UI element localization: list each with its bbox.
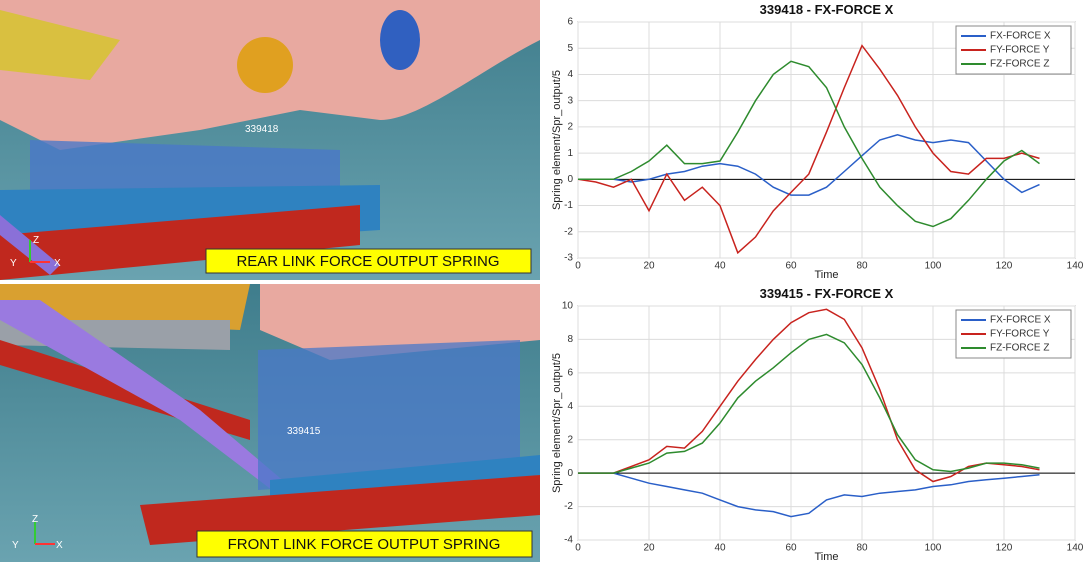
y-tick-label: 1: [567, 148, 573, 159]
y-tick-label: 0: [567, 468, 573, 479]
y-tick-label: 10: [562, 301, 574, 312]
legend-label: FX-FORCE X: [990, 31, 1051, 42]
x-tick-label: 0: [575, 543, 581, 554]
y-tick-label: 4: [567, 401, 573, 412]
y-tick-label: 3: [567, 95, 573, 106]
y-axis-label: Spring element/Spr_output/5: [551, 70, 563, 210]
y-tick-label: -4: [564, 535, 573, 546]
y-axis-label: Spring element/Spr_output/5: [551, 353, 563, 493]
x-tick-label: 140: [1067, 261, 1084, 272]
axis-letter: Z: [33, 235, 39, 246]
legend-label: FY-FORCE Y: [990, 45, 1050, 56]
chart: 339418 - FX-FORCE X Time Spring element/Sp…: [545, 0, 1090, 281]
x-tick-label: 20: [643, 543, 655, 554]
x-tick-label: 120: [996, 543, 1013, 554]
y-tick-label: -2: [564, 226, 573, 237]
x-tick-label: 40: [714, 261, 726, 272]
axis-letter: X: [56, 540, 63, 551]
legend-label: FX-FORCE X: [990, 315, 1051, 326]
axis-letter: Z: [32, 514, 38, 525]
y-tick-label: -3: [564, 253, 573, 264]
axis-letter: Y: [10, 258, 17, 269]
x-tick-label: 80: [856, 261, 868, 272]
x-tick-label: 60: [785, 261, 797, 272]
axis-letter: Y: [12, 540, 19, 551]
x-tick-label: 100: [925, 543, 942, 554]
x-tick-label: 140: [1067, 543, 1084, 554]
y-tick-label: 0: [567, 174, 573, 185]
screenshot: REAR LINK FORCE OUTPUT SPRING 339418 Z Y…: [0, 0, 1090, 562]
legend-label: FZ-FORCE Z: [990, 59, 1049, 70]
x-tick-label: 20: [643, 261, 655, 272]
chart-title: 339418 - FX-FORCE X: [760, 2, 894, 17]
x-tick-label: 100: [925, 261, 942, 272]
x-axis-label: Time: [814, 551, 838, 562]
y-tick-label: 4: [567, 69, 573, 80]
y-tick-label: 2: [567, 122, 573, 133]
y-tick-label: -2: [564, 501, 573, 512]
axis-letter: X: [54, 258, 61, 269]
panel-label: FRONT LINK FORCE OUTPUT SPRING: [228, 536, 501, 553]
canvas: REAR LINK FORCE OUTPUT SPRING 339418 Z Y…: [0, 0, 1090, 562]
x-tick-label: 80: [856, 543, 868, 554]
panel-label: REAR LINK FORCE OUTPUT SPRING: [236, 253, 499, 270]
legend-label: FY-FORCE Y: [990, 329, 1050, 340]
y-tick-label: 6: [567, 17, 573, 28]
spring-id: 339415: [287, 426, 321, 437]
x-tick-label: 40: [714, 543, 726, 554]
x-tick-label: 60: [785, 543, 797, 554]
chart-title: 339415 - FX-FORCE X: [760, 286, 894, 301]
x-tick-label: 120: [996, 261, 1013, 272]
render-panel: REAR LINK FORCE OUTPUT SPRING 339418 Z Y…: [0, 0, 540, 280]
y-tick-label: 6: [567, 367, 573, 378]
x-tick-label: 0: [575, 261, 581, 272]
y-tick-label: -1: [564, 200, 573, 211]
chart: 339415 - FX-FORCE X Time Spring element/Sp…: [545, 284, 1090, 562]
y-tick-label: 2: [567, 434, 573, 445]
y-tick-label: 8: [567, 334, 573, 345]
legend-label: FZ-FORCE Z: [990, 343, 1049, 354]
render-panel: FRONT LINK FORCE OUTPUT SPRING 339415 Z …: [0, 284, 540, 562]
y-tick-label: 5: [567, 43, 573, 54]
x-axis-label: Time: [814, 269, 838, 281]
spring-id: 339418: [245, 124, 279, 135]
